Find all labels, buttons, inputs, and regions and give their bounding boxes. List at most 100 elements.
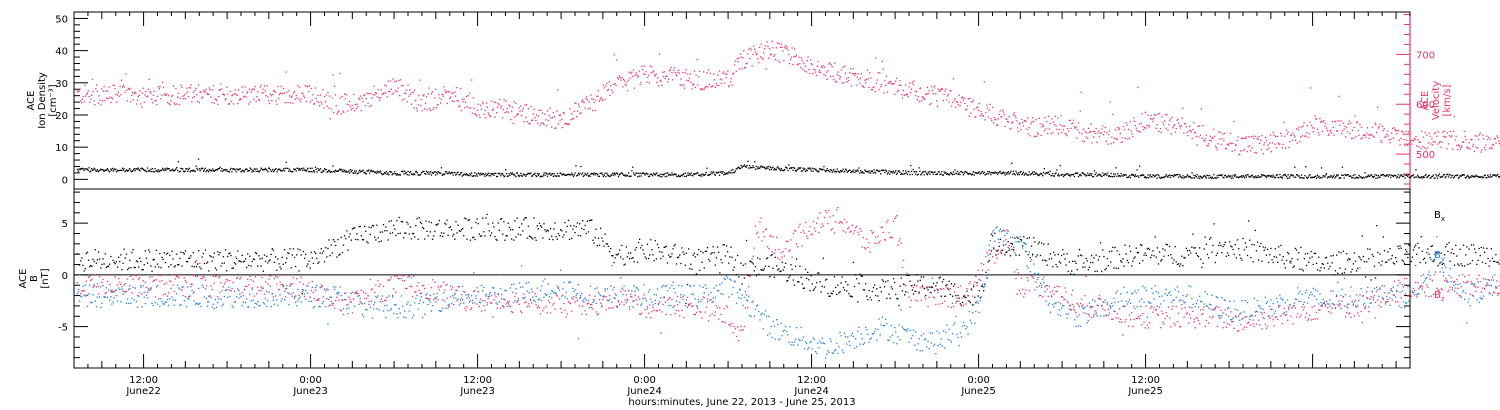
b-point [251,260,253,263]
velocity-point [236,94,238,97]
density-point [228,171,231,173]
density-point [135,168,137,170]
density-point [307,167,309,169]
velocity-point [314,87,317,89]
velocity-point [854,74,856,76]
density-point [1039,173,1041,175]
density-point [111,169,113,171]
velocity-point [543,124,545,126]
density-point [812,170,814,172]
velocity-point [1215,147,1217,149]
density-point [1341,166,1344,168]
velocity-point [480,108,483,110]
velocity-point [532,113,534,115]
b-point [521,223,523,225]
velocity-point [1052,121,1055,123]
velocity-point [777,59,779,62]
velocity-point [454,91,456,93]
b-point [902,283,905,285]
velocity-point [1410,140,1412,142]
density-point [791,166,793,169]
density-point [1289,176,1291,178]
density-point [103,170,105,172]
b-point [523,219,525,221]
velocity-point [302,93,304,95]
density-point [491,173,494,175]
velocity-point [646,81,648,83]
density-point [783,170,785,172]
density-point [223,169,225,171]
b-point [1466,246,1468,248]
density-tick-label: 10 [55,143,68,154]
b-point [1471,259,1474,262]
b-point [800,276,802,278]
density-point [470,172,473,174]
velocity-point [1219,131,1222,134]
b-point [495,238,497,241]
density-point [1482,177,1484,179]
density-point [1167,176,1169,178]
velocity-point [1255,135,1257,137]
velocity-point [1033,135,1035,138]
density-point [230,167,232,170]
velocity-point [1421,130,1423,132]
density-point [177,169,179,172]
b-point [897,298,899,300]
b-point [1223,244,1225,246]
density-point [1390,176,1392,179]
velocity-point [1028,127,1030,129]
b-point [851,296,853,298]
density-point [197,169,199,171]
density-point [1027,174,1029,176]
density-point [870,170,873,172]
velocity-point [400,85,403,87]
velocity-point [1305,132,1308,134]
density-point [1213,173,1215,176]
velocity-point [1036,135,1038,137]
velocity-point [127,88,129,90]
velocity-point [1317,132,1319,134]
velocity-point [1461,145,1463,147]
b-point [130,302,132,304]
velocity-point [433,106,435,109]
velocity-point [123,86,125,88]
velocity-point [886,91,888,93]
density-point [900,172,903,175]
velocity-point [1105,140,1107,143]
density-point [663,173,666,175]
velocity-point [1315,118,1318,120]
velocity-point [1204,140,1206,142]
velocity-point [989,103,991,105]
b-point [321,252,323,254]
b-point [485,217,487,219]
velocity-point [398,79,400,82]
density-point [1400,174,1402,176]
b-point [148,249,150,251]
b-point [160,298,162,300]
density-point [1249,176,1251,178]
b-point [289,248,291,250]
density-point [441,174,443,176]
b-point [968,300,970,302]
density-point [1395,175,1397,177]
velocity-point [1471,139,1473,141]
velocity-point [277,86,279,88]
velocity-point [555,127,557,129]
density-point [455,173,458,175]
density-point [173,170,175,172]
velocity-point [1302,125,1304,127]
velocity-point [128,88,130,91]
velocity-point [669,69,671,71]
b-point [394,228,396,230]
velocity-point [736,58,738,60]
b-point [140,286,142,288]
b-point [1086,260,1088,262]
density-point [1046,171,1048,174]
density-point [914,171,916,173]
density-tick-label: 0 [62,175,68,186]
density-point [163,169,165,171]
density-point [1316,174,1319,176]
b-point [1413,246,1416,248]
velocity-point [680,78,682,80]
density-point [143,169,145,172]
